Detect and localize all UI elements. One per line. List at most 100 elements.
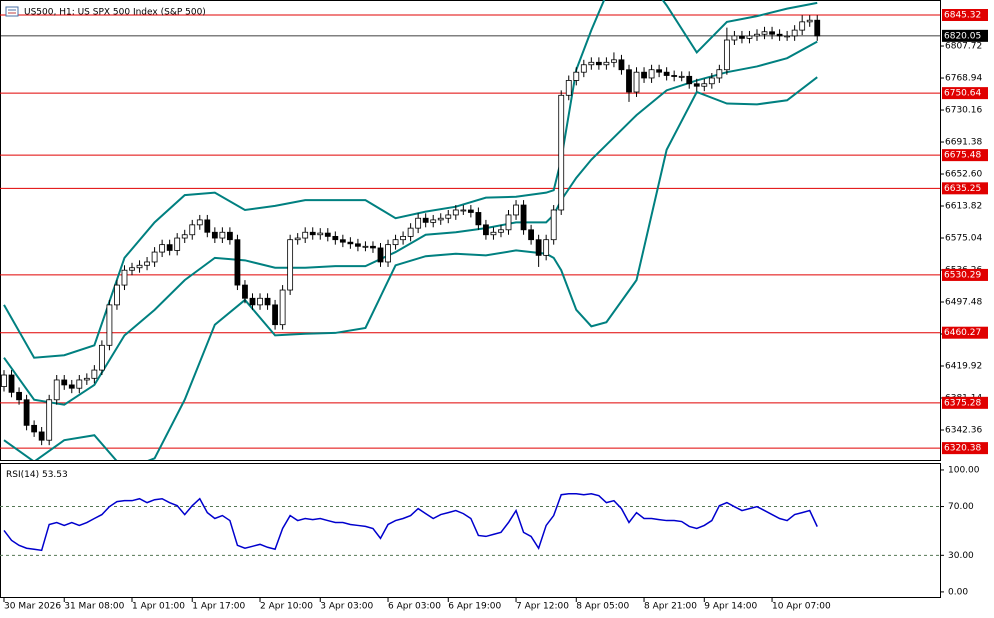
symbol-icon — [5, 6, 19, 17]
candle-body — [693, 83, 700, 87]
level-label-bg — [942, 326, 988, 339]
candle-body — [505, 214, 512, 231]
candle-body — [174, 237, 181, 251]
candle-body — [475, 212, 482, 226]
candle-body — [467, 209, 474, 213]
level-label-bg — [942, 9, 988, 22]
candle-body — [701, 83, 708, 87]
candle-body — [392, 239, 399, 246]
rsi-line — [3, 492, 818, 552]
candle-body — [83, 377, 90, 381]
candle-body — [708, 77, 715, 85]
candle-body — [129, 267, 135, 271]
candle-body — [226, 231, 233, 241]
candle-body — [166, 244, 173, 251]
candle-body — [648, 69, 655, 79]
candle-body — [603, 61, 610, 66]
candle-body — [16, 391, 22, 401]
candle-body — [799, 21, 806, 31]
candle-body — [671, 75, 678, 77]
level-label-bg — [942, 149, 988, 162]
candle-body — [264, 297, 271, 306]
level-label-bg — [942, 442, 988, 455]
x-tick-label: 10 Apr 07:00 — [772, 602, 831, 612]
candle-body — [355, 243, 361, 247]
candle-body — [76, 379, 83, 389]
candle-body — [498, 229, 504, 233]
candle-body — [739, 35, 745, 39]
candle-body — [761, 31, 768, 35]
y-tick-label: 6807.72 — [945, 42, 982, 52]
rsi-last-value: 53.53 — [42, 470, 68, 480]
candle-body — [38, 431, 45, 441]
candle-body — [91, 369, 98, 379]
candle-body — [791, 29, 798, 37]
candle-body — [543, 239, 550, 256]
candle-body — [114, 284, 120, 306]
x-tick-label: 1 Apr 01:00 — [132, 602, 185, 612]
candle-body — [309, 231, 316, 236]
candle-body — [407, 227, 414, 237]
candle-body — [211, 231, 218, 239]
candle-body — [611, 59, 617, 63]
candle-body — [332, 235, 339, 241]
price-panel-frame — [0, 0, 941, 461]
bollinger-band — [3, 76, 818, 460]
candle-body — [106, 304, 113, 346]
candle-body — [61, 379, 68, 386]
candle-body — [784, 35, 791, 38]
candle-body — [595, 61, 602, 66]
candle-body — [520, 204, 527, 231]
candle-body — [769, 31, 775, 35]
candle-body — [678, 75, 685, 78]
candle-body — [31, 424, 38, 433]
candle-body — [723, 39, 730, 71]
candle-body — [513, 204, 519, 216]
y-tick-label: 6691.38 — [945, 138, 982, 148]
candle-body — [362, 245, 369, 248]
level-label-bg — [942, 87, 988, 100]
candle-body — [641, 71, 647, 79]
candle-body — [656, 69, 663, 73]
candle-body — [196, 219, 203, 226]
level-label: 6375.28 — [944, 398, 981, 408]
rsi-tick-label: 30.00 — [948, 551, 974, 561]
y-tick-label: 6575.04 — [945, 234, 982, 244]
candle-body — [731, 35, 738, 41]
level-label: 6320.38 — [944, 444, 981, 454]
level-label-bg — [942, 396, 988, 409]
rsi-tick-label: 100.00 — [948, 465, 980, 475]
rsi-tick-label: 70.00 — [948, 502, 974, 512]
candle-body — [573, 71, 580, 81]
candle-body — [370, 245, 376, 249]
candle-body — [234, 239, 241, 286]
level-label-bg — [942, 182, 988, 195]
candle-body — [324, 232, 331, 237]
last-price-label: 6820.05 — [944, 31, 981, 41]
y-tick-label: 6730.16 — [945, 106, 982, 116]
chart-title: US500, H1: US SPX 500 Index (S&P 500) — [24, 8, 206, 18]
candle-body — [144, 261, 150, 266]
candle-body — [716, 69, 723, 79]
x-tick-label: 31 Mar 08:00 — [64, 602, 124, 612]
candle-body — [302, 231, 309, 239]
candle-body — [814, 19, 821, 37]
x-tick-label: 7 Apr 12:00 — [516, 602, 569, 612]
y-tick-label: 6342.36 — [945, 425, 982, 435]
candle-body — [347, 241, 354, 245]
candle-body — [430, 219, 437, 223]
x-tick-label: 9 Apr 14:00 — [704, 602, 757, 612]
x-tick-label: 8 Apr 21:00 — [644, 602, 697, 612]
candle-body — [151, 251, 158, 263]
candle-body — [415, 217, 422, 229]
candle-body — [204, 219, 211, 233]
rsi-panel-frame — [0, 463, 941, 598]
candle-body — [550, 209, 557, 241]
x-tick-label: 6 Apr 03:00 — [388, 602, 441, 612]
candle-body — [633, 71, 640, 93]
candle-body — [528, 229, 534, 241]
candle-body — [98, 344, 105, 371]
x-tick-label: 2 Apr 10:00 — [260, 602, 313, 612]
rsi-tick-label: 0.00 — [948, 587, 968, 597]
candle-body — [1, 374, 7, 387]
